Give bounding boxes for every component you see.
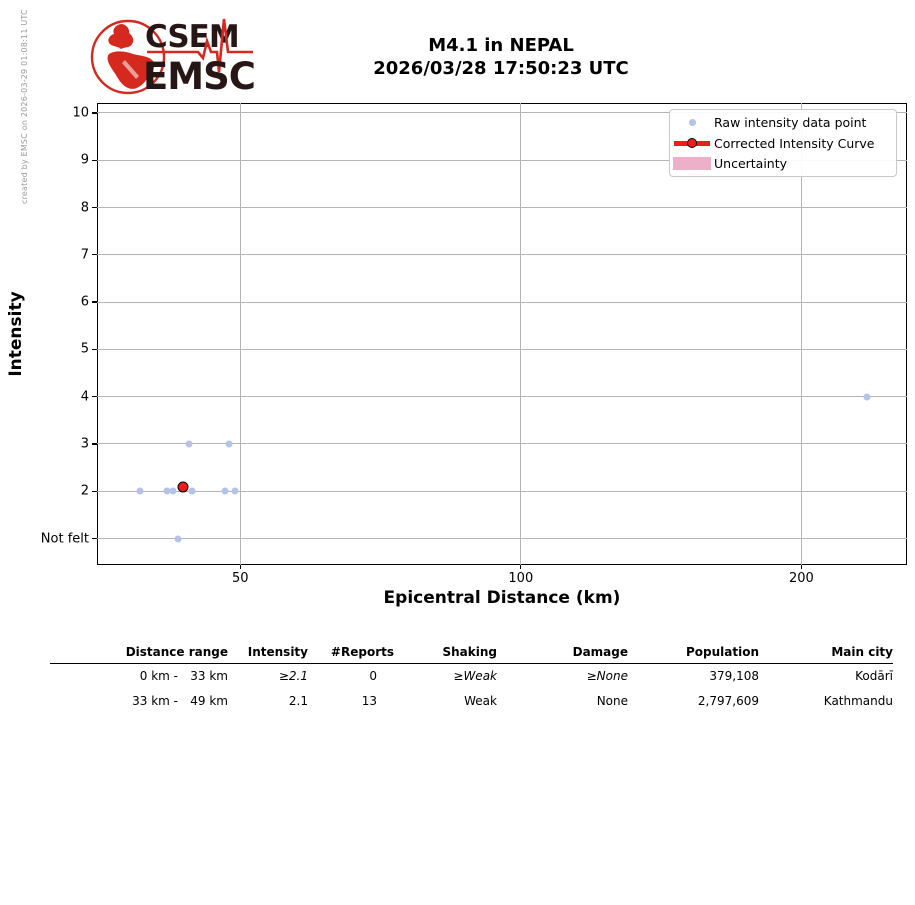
title-datetime: 2026/03/28 17:50:23 UTC bbox=[373, 58, 629, 79]
table-row-1-population: 379,108 bbox=[709, 669, 759, 683]
col-header-distance-range: Distance range bbox=[50, 642, 228, 664]
y-tick-label: 2 bbox=[80, 483, 89, 499]
y-tick-mark bbox=[92, 348, 97, 350]
y-tick-mark bbox=[92, 159, 97, 161]
y-gridline bbox=[97, 348, 907, 350]
y-gridline bbox=[97, 254, 907, 256]
y-tick-label: 4 bbox=[80, 389, 89, 405]
col-header-population: Population bbox=[628, 642, 759, 664]
y-tick-label: 5 bbox=[80, 341, 89, 357]
table-row-2-shaking: Weak bbox=[464, 694, 497, 708]
x-gridline bbox=[239, 103, 241, 565]
x-axis-label: Epicentral Distance (km) bbox=[383, 588, 621, 608]
uncertainty-swatch-icon bbox=[670, 157, 714, 171]
x-tick-mark bbox=[239, 565, 241, 569]
col-header-shaking: Shaking bbox=[394, 642, 497, 664]
plot-legend: Raw intensity data point Corrected Inten… bbox=[669, 109, 897, 177]
table-row-1-distance-range: 0 km - 33 km bbox=[50, 664, 228, 689]
raw-intensity-data-point bbox=[188, 487, 196, 495]
raw-intensity-data-point bbox=[231, 487, 239, 495]
y-tick-mark bbox=[92, 112, 97, 114]
x-tick-mark bbox=[800, 565, 802, 569]
row-2-range-from: 33 km - bbox=[132, 694, 178, 708]
felt-report-table: Distance range Intensity #Reports Shakin… bbox=[50, 642, 893, 714]
y-gridline bbox=[97, 112, 907, 114]
title-magnitude-location: M4.1 in NEPAL bbox=[428, 35, 574, 56]
x-tick-label: 100 bbox=[508, 571, 534, 586]
logo-seismogram-icon bbox=[147, 18, 253, 73]
raw-intensity-data-point bbox=[163, 487, 171, 495]
col-header-intensity: Intensity bbox=[228, 642, 308, 664]
row-2-range-to: 49 km bbox=[190, 694, 228, 708]
raw-intensity-data-point bbox=[169, 487, 177, 495]
x-tick-label: 50 bbox=[231, 571, 249, 586]
chart-title: M4.1 in NEPAL 2026/03/28 17:50:23 UTC bbox=[250, 34, 752, 80]
y-gridline bbox=[97, 490, 907, 492]
table-row-1-main-city: Kodārī bbox=[855, 669, 893, 683]
row-1-range-from: 0 km - bbox=[139, 669, 178, 683]
y-gridline bbox=[97, 207, 907, 208]
legend-label-corrected: Corrected Intensity Curve bbox=[714, 135, 875, 151]
y-gridline bbox=[97, 443, 907, 445]
legend-label-uncertainty: Uncertainty bbox=[714, 156, 788, 172]
y-tick-label: 7 bbox=[80, 247, 89, 263]
y-tick-mark bbox=[92, 396, 97, 398]
table-row-1-shaking: ≥Weak bbox=[453, 669, 497, 683]
table-row-1-intensity: ≥2.1 bbox=[278, 669, 308, 683]
y-tick-label: 6 bbox=[80, 294, 89, 310]
y-tick-mark bbox=[92, 490, 97, 492]
table-row-2-reports: 13 bbox=[361, 694, 377, 708]
x-tick-mark bbox=[520, 565, 522, 569]
x-gridline bbox=[800, 103, 802, 565]
logo-continent-europe bbox=[108, 24, 134, 49]
y-tick-mark bbox=[92, 206, 97, 209]
legend-row-raw: Raw intensity data point bbox=[670, 112, 896, 133]
y-gridline bbox=[97, 538, 907, 540]
table-row-2-distance-range: 33 km - 49 km bbox=[50, 689, 228, 714]
table-row-1-reports: 0 bbox=[369, 669, 377, 683]
table-row-2-intensity: 2.1 bbox=[288, 694, 308, 708]
legend-row-corrected: Corrected Intensity Curve bbox=[670, 133, 896, 154]
logo-continent-detail bbox=[122, 60, 139, 79]
legend-row-uncertainty: Uncertainty bbox=[670, 153, 896, 174]
raw-point-swatch-icon bbox=[670, 118, 714, 126]
y-tick-label: 9 bbox=[80, 152, 89, 168]
x-tick-label: 200 bbox=[788, 571, 814, 586]
corrected-curve-swatch-icon bbox=[670, 138, 714, 148]
y-tick-mark bbox=[92, 301, 97, 303]
csem-emsc-logo: CSEM EMSC bbox=[90, 18, 256, 98]
logo-text-emsc: EMSC bbox=[143, 55, 255, 98]
raw-intensity-data-point bbox=[174, 535, 182, 543]
raw-intensity-data-point bbox=[225, 440, 233, 448]
table-row-2-population: 2,797,609 bbox=[697, 694, 759, 708]
col-header-reports: #Reports bbox=[308, 642, 394, 664]
x-gridline bbox=[520, 103, 522, 565]
raw-intensity-data-point bbox=[185, 440, 193, 448]
raw-intensity-data-point bbox=[136, 487, 144, 495]
y-gridline bbox=[97, 301, 907, 303]
col-header-damage: Damage bbox=[497, 642, 628, 664]
y-tick-mark bbox=[92, 254, 97, 256]
y-tick-label: 3 bbox=[80, 436, 89, 452]
table-row-2-damage: None bbox=[596, 694, 628, 708]
legend-label-raw: Raw intensity data point bbox=[714, 114, 867, 130]
row-1-range-to: 33 km bbox=[190, 669, 228, 683]
y-tick-label: Not felt bbox=[40, 531, 89, 547]
y-tick-mark bbox=[92, 443, 97, 445]
raw-intensity-data-point bbox=[863, 393, 871, 401]
table-row-2-main-city: Kathmandu bbox=[823, 694, 893, 708]
y-gridline bbox=[97, 159, 907, 161]
corrected-intensity-point bbox=[177, 481, 189, 492]
y-gridline bbox=[97, 396, 907, 398]
y-tick-label: 8 bbox=[80, 200, 89, 215]
raw-intensity-data-point bbox=[221, 487, 229, 495]
table-row-1-damage: ≥None bbox=[586, 669, 628, 683]
col-header-main-city: Main city bbox=[759, 642, 893, 664]
y-tick-label: 10 bbox=[72, 105, 89, 121]
y-tick-mark bbox=[92, 537, 97, 540]
